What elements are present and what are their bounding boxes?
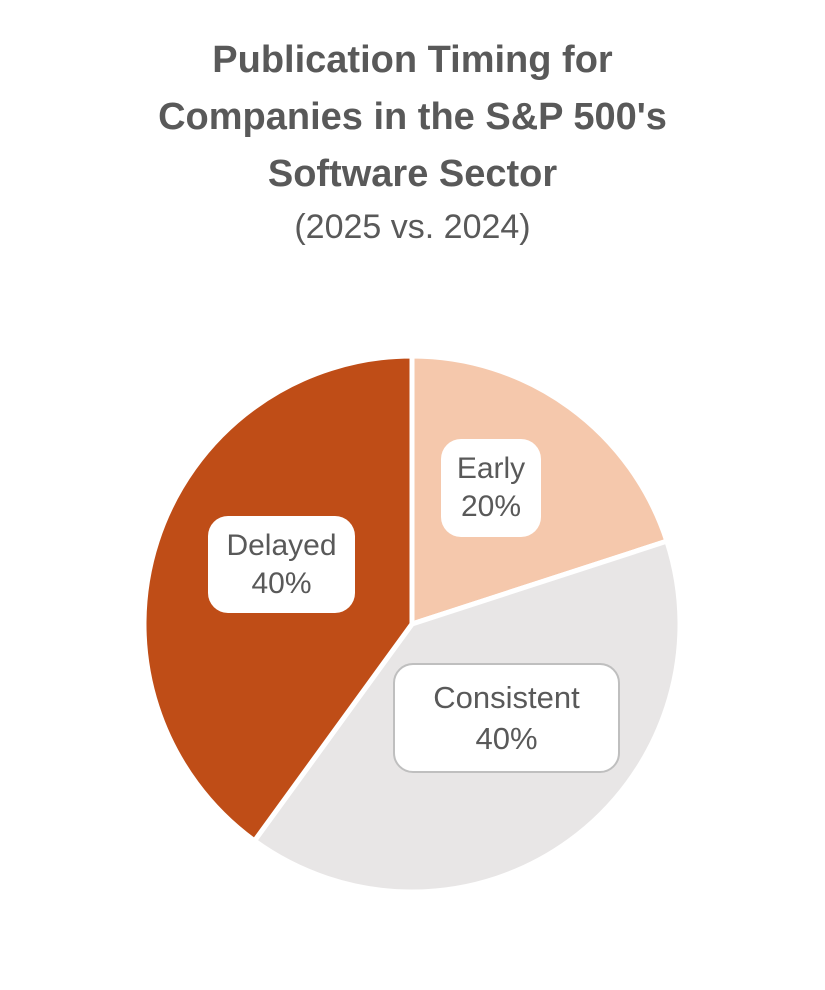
- slice-label-consistent-name: Consistent: [433, 680, 580, 715]
- slice-label-early-name: Early: [456, 452, 526, 485]
- pie-chart: [141, 353, 683, 895]
- chart-title: Publication Timing for Companies in the …: [0, 32, 825, 203]
- chart-title-line-1: Publication Timing for: [212, 39, 613, 81]
- chart-title-line-2: Companies in the S&P 500's: [158, 96, 667, 138]
- slice-label-consistent: Consistent 40%: [393, 663, 620, 773]
- chart-subtitle: (2025 vs. 2024): [294, 208, 531, 246]
- slice-label-consistent-percent: 40%: [475, 721, 538, 756]
- slice-label-delayed-percent: 40%: [251, 566, 312, 600]
- slice-label-delayed-name: Delayed: [226, 528, 337, 562]
- slice-label-delayed: Delayed 40%: [208, 516, 355, 613]
- slice-label-early-percent: 20%: [460, 490, 522, 523]
- chart-header: Publication Timing for Companies in the …: [0, 0, 825, 251]
- chart-title-line-3: Software Sector: [267, 153, 558, 195]
- slice-label-early: Early 20%: [441, 439, 541, 537]
